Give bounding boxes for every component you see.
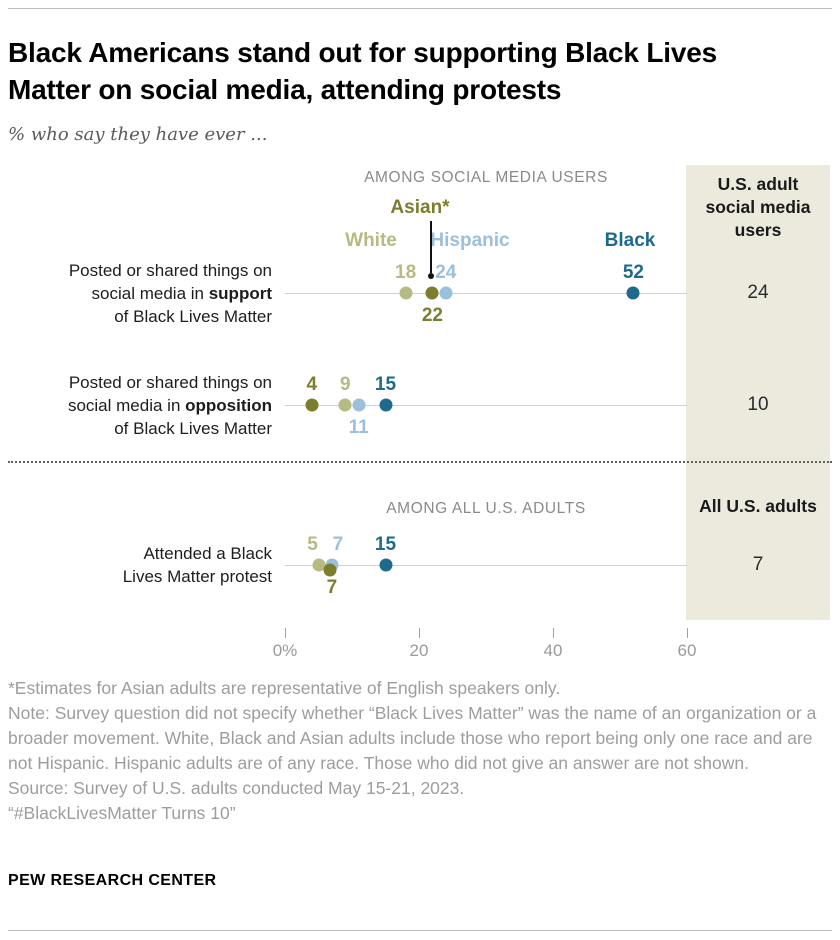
value-label-protest-hispanic: 7 [332,534,344,555]
summary-value-opposition: 10 [747,394,769,415]
bottom-divider [8,930,832,931]
row-line-protest [285,565,687,566]
row-label-opposition: Posted or shared things on social media i… [0,371,272,440]
footnote-report-title: “#BlackLivesMatter Turns 10” [8,803,236,823]
axis-tick-label-60: 60 [677,641,697,660]
axis-tick-40 [553,628,554,638]
row-line-support [285,293,687,294]
dot-protest-asian [323,563,337,577]
value-label-protest-black: 15 [374,534,397,555]
asian-callout-line [430,221,432,273]
value-label-support-hispanic: 24 [435,262,457,283]
summary-value-support: 24 [747,282,769,303]
page-title-line-2: Matter on social media, attending protes… [8,74,562,105]
footnote-asterisk: *Estimates for Asian adults are represen… [8,678,561,698]
axis-tick-0 [285,628,286,638]
dot-protest-black [379,558,392,572]
value-label-opposition-white: 9 [340,374,351,395]
axis-tick-label-20: 20 [409,641,429,660]
row-label-support: Posted or shared things on social media i… [0,259,272,328]
dot-opposition-hispanic [352,398,366,412]
legend-black: Black [604,230,656,251]
axis-tick-label-0: 0% [272,641,298,660]
row-label-protest: Attended a Black Lives Matter protest [0,542,272,588]
value-label-support-black: 52 [622,262,644,283]
dot-opposition-asian [305,398,319,412]
asian-callout-dot [428,273,434,279]
legend-white: White [345,230,397,251]
value-label-protest-asian: 7 [326,577,338,598]
row-label-line: Posted or shared things on [68,260,272,280]
footnotes: *Estimates for Asian adults are represen… [8,676,832,826]
section-header-social-media-users: AMONG SOCIAL MEDIA USERS [364,169,608,186]
value-label-support-asian: 22 [421,305,443,326]
value-label-opposition-asian: 4 [306,374,318,395]
row-label-line: of Black Lives Matter [114,418,272,438]
row-label-line: Lives Matter protest [122,567,272,586]
axis-tick-label-40: 40 [543,641,563,660]
page-title-line-1: Black Americans stand out for supporting… [8,37,717,68]
dot-support-black [626,286,640,300]
panel-header-social-media-users: U.S. adult social media users [705,174,811,240]
row-label-line: Posted or shared things on [68,372,272,392]
value-label-opposition-black: 15 [374,374,397,395]
legend-asian: Asian* [390,197,450,218]
section-header-all-adults: AMONG ALL U.S. ADULTS [386,500,586,517]
row-label-line: of Black Lives Matter [114,306,272,326]
row-label-line: Attended a Black [143,544,272,563]
summary-panel: U.S. adult social media users 24 10 All … [686,165,830,620]
axis-tick-20 [419,628,420,638]
footnote-source: Source: Survey of U.S. adults conducted … [8,778,465,798]
axis-tick-60 [687,628,688,638]
dot-opposition-black [379,398,392,412]
row-label-line: social media in opposition [67,395,272,415]
dot-support-white [399,286,413,300]
dot-support-asian [425,286,439,300]
dot-support-hispanic [439,286,453,300]
top-divider [8,8,832,9]
dot-protest-white [312,558,325,572]
dotted-divider [8,461,832,463]
footnote-note: Note: Survey question did not specify wh… [8,703,817,773]
legend-hispanic: Hispanic [430,230,510,251]
panel-header-all-adults: All U.S. adults [699,496,817,516]
brand-pew-research-center: PEW RESEARCH CENTER [8,872,217,889]
value-label-opposition-hispanic: 11 [348,417,369,438]
chart-subtitle: % who say they have ever ... [8,124,268,145]
row-label-line: social media in support [91,283,272,303]
value-label-support-white: 18 [395,262,417,283]
dot-opposition-white [338,398,352,412]
row-line-opposition [285,405,687,406]
summary-value-protest: 7 [752,554,764,575]
value-label-protest-white: 5 [307,534,318,555]
page-title: Black Americans stand out for supporting… [8,34,717,108]
